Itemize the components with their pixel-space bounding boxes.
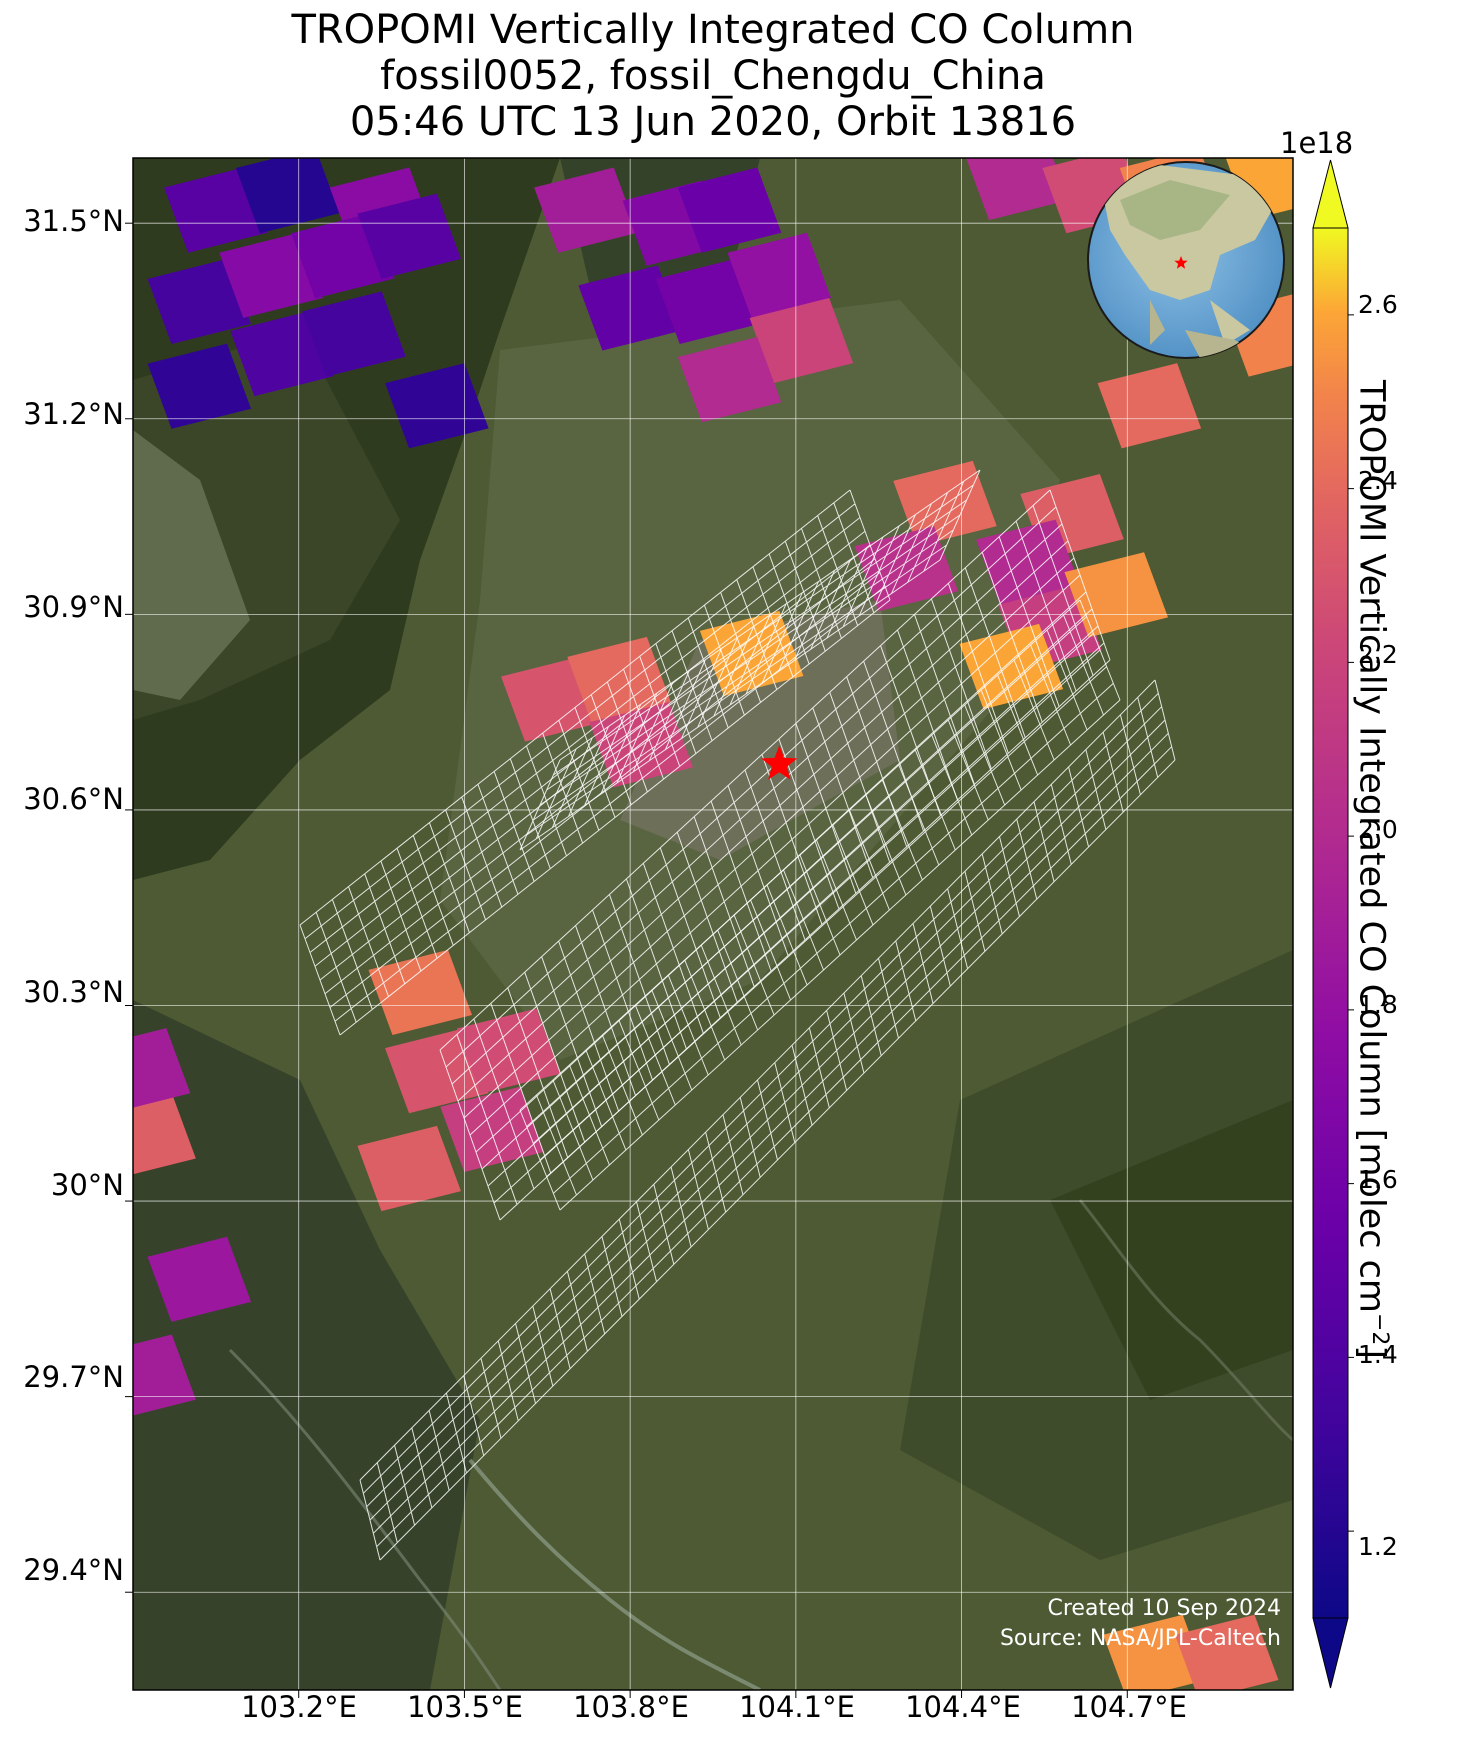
colorbar-tick-label: 2.2: [1358, 640, 1398, 669]
colorbar-tick-label: 1.4: [1358, 1340, 1398, 1369]
co-pixel: [357, 193, 461, 279]
co-pixel: [1225, 158, 1293, 221]
footprint-grid: [359, 679, 1176, 1561]
co-pixel: [357, 1125, 461, 1212]
co-pixel: [147, 1236, 252, 1322]
co-pixel: [1097, 363, 1202, 449]
co-pixel: [1174, 1614, 1279, 1690]
target-star-marker: [761, 745, 798, 780]
co-pixel: [456, 1008, 561, 1094]
colorbar-tick-label: 2.0: [1358, 815, 1398, 844]
lat-tick-label: 30.6°N: [23, 782, 124, 816]
lon-tick-label: 104.1°E: [739, 1690, 855, 1724]
colorbar-tick-label: 2.4: [1358, 466, 1398, 495]
co-pixel: [893, 460, 997, 547]
lon-tick-label: 104.4°E: [905, 1690, 1021, 1724]
co-pixel: [147, 258, 252, 345]
co-pixel: [164, 167, 268, 253]
co-pixel: [976, 519, 1080, 605]
lon-tick-label: 104.7°E: [1071, 1690, 1187, 1724]
globe-star-icon: [1174, 256, 1188, 269]
co-pixel: [966, 158, 1069, 221]
map-frame: [132, 157, 1294, 1691]
colorbar-title: TROPOMI Vertically Integrated CO Column …: [1351, 380, 1392, 1360]
co-pixel: [219, 232, 323, 318]
co-pixel: [440, 1086, 544, 1172]
figure-subtitle: fossil0052, fossil_Chengdu_China: [380, 53, 1046, 99]
footprint-grid: [519, 469, 981, 851]
co-pixel: [302, 291, 406, 377]
co-pixel: [133, 1334, 196, 1416]
lat-tick-label: 31.2°N: [23, 397, 124, 431]
co-pixel-layer: [133, 158, 1293, 1690]
co-pixel: [677, 167, 782, 253]
figure-timestamp: 05:46 UTC 13 Jun 2020, Orbit 13816: [349, 99, 1077, 145]
lat-tick-label: 30°N: [50, 1168, 124, 1202]
lat-tick-label: 30.3°N: [23, 975, 124, 1009]
gridlines: [125, 158, 1293, 1698]
credit-source: Source: NASA/JPL-Caltech: [999, 1626, 1281, 1651]
credit-created: Created 10 Sep 2024: [1047, 1596, 1282, 1621]
lat-tick-label: 29.4°N: [23, 1553, 124, 1587]
lat-tick-label: 30.9°N: [23, 590, 124, 624]
co-pixel: [655, 258, 760, 345]
lon-tick-label: 103.5°E: [407, 1690, 523, 1724]
co-pixel: [699, 610, 804, 697]
colorbar-tick-label: 1.8: [1358, 990, 1398, 1019]
colorbar-tick-label: 1.6: [1358, 1165, 1398, 1194]
co-pixel: [749, 297, 854, 384]
co-pixel: [230, 310, 334, 397]
target-star-icon: [761, 745, 798, 780]
inset-globe: [1087, 161, 1285, 359]
co-pixel: [1064, 552, 1169, 638]
figure-title: TROPOMI Vertically Integrated CO Column: [291, 7, 1135, 53]
colorbar: [1312, 159, 1354, 1689]
footprint-mesh: [299, 469, 1176, 1561]
colorbar-exponent: 1e18: [1280, 126, 1354, 160]
colorbar-tick-label: 1.2: [1358, 1532, 1398, 1561]
co-pixel: [534, 167, 638, 253]
co-pixel: [235, 158, 340, 234]
co-pixel: [133, 1093, 196, 1175]
footprint-grid: [519, 599, 1121, 1211]
colorbar-tick-label: 2.6: [1358, 290, 1398, 319]
co-pixel: [677, 337, 782, 423]
co-pixel: [133, 1028, 191, 1108]
lat-tick-label: 29.7°N: [23, 1360, 124, 1394]
footprint-grid: [439, 489, 1111, 1221]
co-pixel: [727, 232, 832, 318]
co-pixel: [147, 343, 252, 429]
lon-tick-label: 103.2°E: [241, 1690, 357, 1724]
lon-tick-label: 103.8°E: [573, 1690, 689, 1724]
co-pixel: [385, 363, 489, 449]
lat-tick-label: 31.5°N: [23, 204, 124, 238]
co-pixel: [368, 949, 473, 1036]
